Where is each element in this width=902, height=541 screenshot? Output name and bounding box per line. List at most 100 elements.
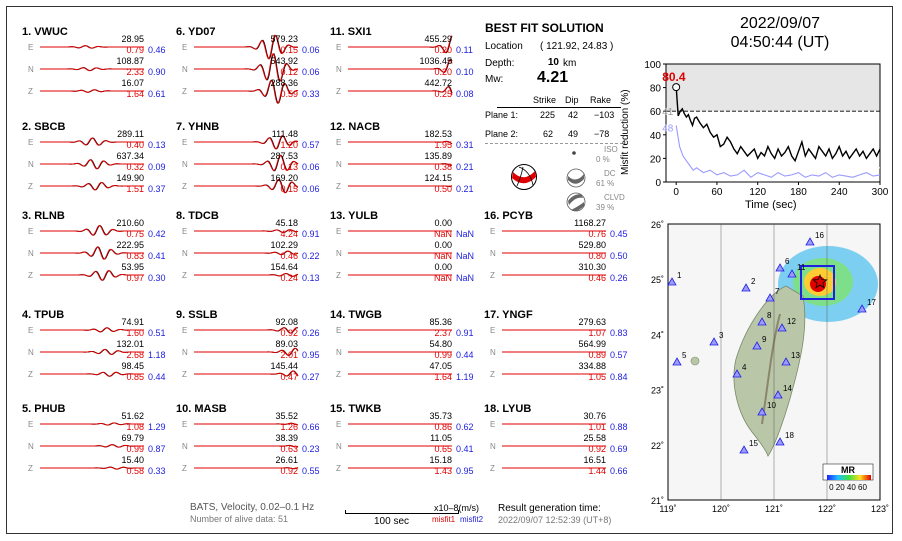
alive-count: Number of alive data: 51: [190, 514, 289, 524]
station-triangle-icon: [672, 357, 682, 366]
misfit1-value: 1.95: [434, 140, 452, 150]
plane2-rake: −78: [594, 129, 610, 139]
waveform-trace: [194, 444, 299, 448]
amplitude-value: 1168.27: [574, 218, 606, 228]
waveform-trace: [348, 423, 452, 425]
misfit1-value: 0.46: [588, 273, 606, 283]
series-line: [675, 125, 881, 179]
misfit1-value: 0.97: [126, 273, 144, 283]
station-triangle-icon: [739, 445, 749, 454]
generation-label: Result generation time:: [498, 503, 601, 514]
misfit2-value: 0.13: [302, 273, 320, 283]
misfit1-value: 1.64: [434, 372, 452, 382]
waveform-trace: [40, 371, 144, 377]
amplitude-value: 74.91: [121, 317, 144, 327]
misfit2-value: 0.51: [148, 328, 166, 338]
misfit2-value: NaN: [456, 229, 475, 239]
time-scale-label: 100 sec: [374, 516, 410, 527]
waveform-trace: [502, 445, 606, 447]
component-label: N: [182, 249, 188, 258]
component-label: E: [28, 420, 34, 429]
misfit2-value: 0.30: [148, 273, 166, 283]
component-label: Z: [28, 87, 33, 96]
component-label: E: [336, 420, 342, 429]
misfit-reduction-chart: 0 20 40 60 80 100 0 60 120 180 240 300 80.4 41 48: [644, 60, 888, 198]
dc-label: DC: [604, 169, 616, 178]
misfit1-value: 1.26: [280, 422, 298, 432]
misfit2-value: 0.69: [610, 444, 628, 454]
misfit2-value: 0.66: [302, 422, 320, 432]
event-date: 2022/09/07: [739, 15, 821, 32]
misfit1-value: 0.13: [280, 162, 298, 172]
misfit1-value: 0.99: [434, 350, 452, 360]
amplitude-value: 637.34: [116, 151, 144, 161]
misfit1-value: 1.51: [126, 184, 144, 194]
plot-frame: [665, 63, 881, 183]
component-label: E: [28, 138, 34, 147]
waveform-trace: [502, 252, 606, 254]
station-title: 6. YD07: [176, 26, 216, 38]
station-label: 14: [783, 384, 792, 393]
station-label: 13: [791, 351, 800, 360]
station-triangle-icon: [757, 317, 767, 326]
component-label: N: [490, 249, 496, 258]
misfit2-value: 0.41: [456, 444, 474, 454]
threshold-shade: [666, 64, 880, 112]
peak-label: 80.4: [662, 70, 686, 84]
component-label: E: [336, 43, 342, 52]
amplitude-value: 132.01: [116, 339, 144, 349]
misfit2-value: 0.27: [302, 372, 320, 382]
misfit1-value: 1.05: [588, 372, 606, 382]
waveform-trace: [194, 154, 299, 172]
station-title: 8. TDCB: [176, 210, 219, 222]
station-triangle-icon: [752, 341, 762, 350]
y-tick-label: 0: [655, 178, 661, 189]
station-label: 16: [815, 231, 824, 240]
misfit2-value: 0.23: [302, 444, 320, 454]
misfit1-value: 0.65: [434, 444, 452, 454]
dc-beachball-icon: [566, 168, 586, 188]
station-triangle-icon: [741, 283, 751, 292]
misfit1-value: 2.68: [126, 350, 144, 360]
waveform-trace: [348, 230, 452, 232]
misfit1-value: 0.32: [126, 162, 144, 172]
misfit2-value: NaN: [456, 251, 475, 261]
waveform-trace: [194, 347, 299, 356]
station-label: 17: [867, 298, 876, 307]
misfit2-value: 0.62: [456, 422, 474, 432]
waveform-trace: [348, 85, 453, 95]
misfit2-value: 0.06: [302, 184, 320, 194]
waveform-trace: [348, 467, 452, 469]
clvd-beachball-icon: [566, 192, 586, 212]
lat-label: 24˚: [651, 330, 664, 340]
amplitude-value: 182.53: [424, 129, 452, 139]
component-label: Z: [182, 182, 187, 191]
misfit1-value: 0.50: [434, 184, 452, 194]
amplitude-value: 288.36: [270, 78, 298, 88]
misfit1-value: 0.47: [280, 372, 298, 382]
misfit1-value: 0.80: [588, 251, 606, 261]
misfit2-value: 0.61: [148, 89, 166, 99]
lat-label: 21˚: [651, 496, 664, 506]
grid-search-box: [800, 265, 835, 300]
misfit2-value: 0.10: [456, 67, 474, 77]
filter-info: BATS, Velocity, 0.02–0.1 Hz: [190, 502, 315, 513]
lat-label: 26˚: [651, 220, 664, 230]
waveform-trace: [194, 422, 299, 426]
amplitude-value: 98.45: [121, 361, 144, 371]
col-dip: Dip: [565, 95, 579, 105]
component-label: E: [28, 227, 34, 236]
station-label: 18: [785, 431, 794, 440]
amplitude-value: 102.29: [270, 240, 298, 250]
station-triangle-icon: [775, 437, 785, 446]
amplitude-value: 0.00: [434, 218, 452, 228]
misfit1-value: 0.46: [280, 251, 298, 261]
misfit1-value: NaN: [433, 229, 452, 239]
lat-label: 23˚: [651, 386, 664, 396]
station-label: 4: [742, 363, 747, 372]
misfit1-value: 0.89: [588, 350, 606, 360]
amplitude-value: 35.52: [275, 411, 298, 421]
amplitude-value: 54.80: [429, 339, 452, 349]
waveform-trace: [348, 58, 453, 73]
misfit1-value: 0.59: [280, 89, 298, 99]
